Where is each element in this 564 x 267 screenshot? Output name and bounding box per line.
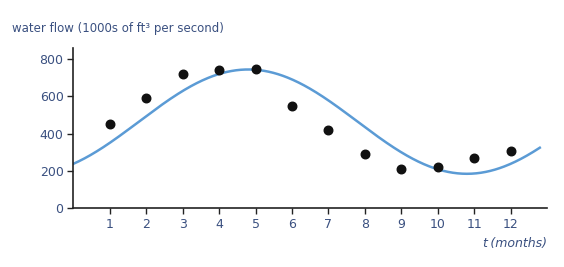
Point	[433, 165, 442, 170]
Point	[105, 122, 114, 127]
Point	[142, 96, 151, 100]
Text: t (months): t (months)	[483, 237, 547, 250]
Point	[251, 66, 260, 71]
Point	[360, 152, 369, 156]
Point	[288, 104, 297, 108]
Point	[178, 72, 187, 76]
Point	[214, 68, 223, 73]
Point	[506, 149, 515, 154]
Point	[324, 128, 333, 132]
Point	[470, 156, 479, 160]
Point	[397, 167, 406, 171]
Text: water flow (1000s of ft³ per second): water flow (1000s of ft³ per second)	[12, 22, 223, 35]
